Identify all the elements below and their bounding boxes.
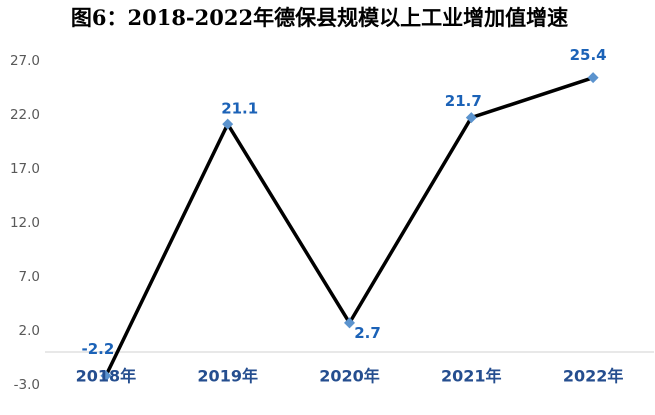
data-label: 25.4 <box>570 46 607 64</box>
series-line <box>104 75 595 378</box>
data-point-marker <box>587 72 599 84</box>
y-axis-tick-label: 27.0 <box>10 53 40 69</box>
data-label: 21.7 <box>445 92 482 110</box>
x-category-label: 2022年 <box>563 367 624 386</box>
y-axis-tick-label: 12.0 <box>10 215 40 231</box>
data-label: 2.7 <box>354 324 381 342</box>
data-point-marker <box>465 112 477 124</box>
x-category-label: 2020年 <box>319 367 380 386</box>
y-axis-tick-label: 2.0 <box>19 323 40 339</box>
data-label: -2.2 <box>81 340 114 358</box>
y-axis-tick-label: 7.0 <box>19 269 40 285</box>
data-label: 21.1 <box>221 99 258 117</box>
y-axis-tick-label: 22.0 <box>10 107 40 123</box>
y-axis-tick-label: -3.0 <box>14 377 40 393</box>
data-point-marker <box>100 370 112 382</box>
x-category-label: 2018年 <box>76 367 137 386</box>
y-axis-tick-label: 17.0 <box>10 161 40 177</box>
data-point-marker <box>222 118 234 130</box>
x-category-label: 2019年 <box>197 367 258 386</box>
x-category-label: 2021年 <box>441 367 502 386</box>
chart-title: 图6：2018-2022年德保县规模以上工业增加值增速 <box>70 5 569 30</box>
data-point-marker <box>344 317 355 329</box>
